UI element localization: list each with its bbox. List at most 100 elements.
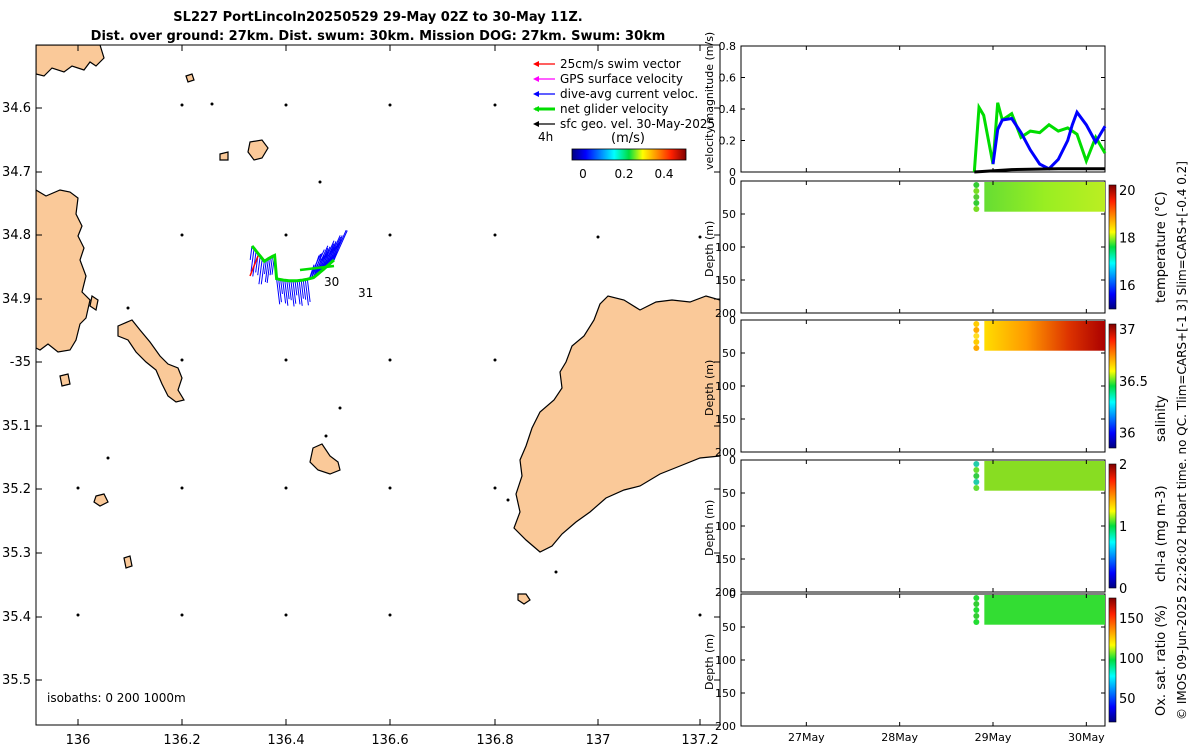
sal-depth-tick: 100 [715,380,736,393]
oxy-colorbar-tick: 150 [1119,612,1144,627]
chlorophyll-panel: 0 50 100 150 200 Depth (m) 0 1 2 chl-a (mg m-3) [703,454,1169,599]
figure-title: SL227 PortLincoln20250529 29-May 02Z to … [173,10,582,25]
salinity-panel: 0 50 100 150 200 Depth (m) 36 36.5 37 salinity [703,314,1169,459]
day-label-30: 30 [324,275,339,289]
sal-colorbar-tick: 36 [1119,427,1136,442]
oxy-ylabel: Depth (m) [703,634,716,690]
current-vector [317,246,331,275]
island-i [123,555,133,569]
current-vector [296,280,301,305]
oxy-depth-tick: 50 [722,621,736,634]
lat-tick-label: 34.9 [2,292,31,307]
current-vector [260,261,265,285]
lon-tick-label: 136.6 [371,733,408,748]
oxy-sample-dot [973,595,980,601]
land-east [513,295,720,553]
temp-depth-tick: 100 [715,241,736,254]
lat-tick-label: 35.5 [2,673,31,688]
current-vector [250,248,255,272]
current-vector [278,279,282,303]
temperature-panel: 0 50 100 150 200 Depth (m) 16 18 20 temperature (… [703,175,1169,320]
date-tick-label: 27May [788,731,825,744]
land-bay-island [117,319,185,403]
oxy-sample-dot [973,619,980,625]
land-west-mid [36,189,91,353]
scale-label: 4h [538,130,553,144]
current-vector [304,279,309,306]
chl-colorbar-tick: 0 [1119,582,1127,597]
legend-entry: GPS surface velocity [560,72,683,86]
current-vector [269,256,273,276]
temp-sample-dot [973,188,980,194]
sal-ylabel: Depth (m) [703,360,716,416]
chl-data-field [984,461,1105,491]
island-c [247,139,269,161]
velocity-tick-label: 0.2 [719,135,737,148]
oxy-colorbar-tick: 50 [1119,692,1136,707]
current-vector [313,245,329,278]
chl-colorbar-label: chl-a (mg m-3) [1154,485,1169,582]
chl-ylabel: Depth (m) [703,500,716,556]
temp-sample-dot [973,200,980,206]
current-vector [294,280,298,296]
oxy-data-field [984,595,1105,625]
legend-entry: 25cm/s swim vector [560,57,681,71]
oxy-sample-dot [973,607,980,613]
velocity-ylabel: velocity magnitude (m/s) [703,32,716,170]
lat-tick-label: 35.3 [2,546,31,561]
current-vector [282,279,287,304]
temp-sample-dot [973,206,980,212]
current-vector [257,256,261,276]
sal-sample-dot [973,321,980,327]
temp-depth-tick: 50 [722,208,736,221]
sal-sample-dot [973,327,980,333]
velocity-tick-label: 0.8 [719,40,737,53]
sal-sample-dot [973,345,980,351]
chl-sample-dot [973,479,980,485]
chl-colorbar-tick: 1 [1119,520,1127,535]
temp-colorbar-tick: 20 [1119,184,1136,199]
chl-depth-tick: 100 [715,520,736,533]
chl-depth-tick: 0 [729,454,736,467]
isobaths-label: isobaths: 0 200 1000m [47,691,186,705]
temp-sample-dot [973,182,980,188]
chl-depth-tick: 200 [715,586,736,599]
current-vector [264,259,267,275]
current-vector [302,279,307,300]
current-vector [327,236,342,266]
current-vector [325,235,341,268]
legend-entry: net glider velocity [560,102,668,116]
map-frame [35,44,721,726]
current-vector [276,278,281,305]
current-vector [292,280,297,304]
legend-entry: dive-avg current veloc. [560,87,698,101]
oxy-sample-dot [973,601,980,607]
velocity-series-line [974,167,1105,174]
glider-track [249,230,348,307]
lat-tick-label: 34.8 [2,228,31,243]
velocity-tick-label: 0.4 [719,103,737,116]
sal-colorbar-tick: 37 [1119,323,1136,338]
current-vector [331,230,347,263]
current-vector [306,279,311,302]
map-colorbar: (m/s) 0 0.2 0.4 [571,131,687,181]
credit-label: © IMOS 09-Jun-2025 22:26:02 Hobart time.… [1175,161,1189,720]
sal-depth-tick: 50 [722,347,736,360]
date-tick-label: 29May [975,731,1012,744]
sal-depth-tick: 0 [729,314,736,327]
current-vector [329,238,342,264]
sal-sample-dot [973,333,980,339]
chl-sample-dot [973,485,980,491]
island-d [219,151,229,161]
lat-tick-label: -35 [10,355,31,370]
velocity-tick-label: 0 [729,166,736,179]
oxy-colorbar [1108,597,1117,723]
velocity-tick-label: 0.6 [719,72,737,85]
chl-depth-tick: 50 [722,487,736,500]
lon-tick-label: 137 [586,733,611,748]
oxy-sample-dot [973,613,980,619]
temp-colorbar [1108,184,1117,310]
swim-vector [249,255,259,277]
